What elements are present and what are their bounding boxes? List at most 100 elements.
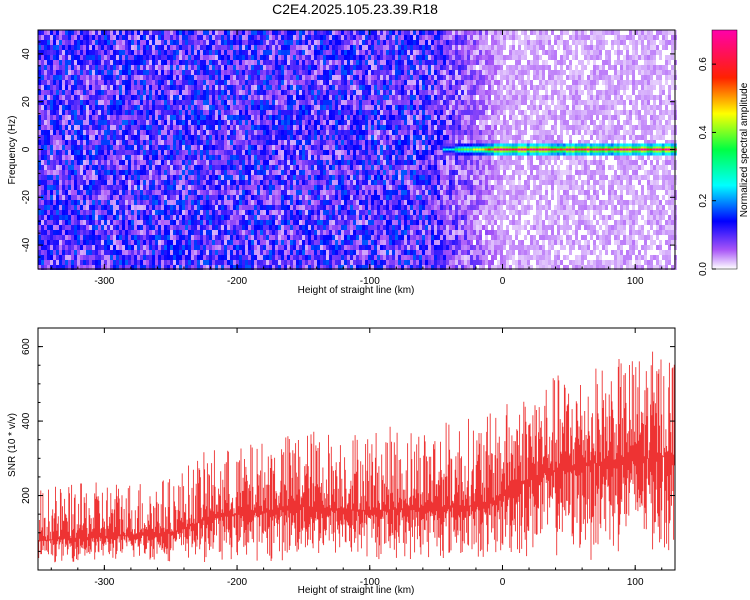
heatmap-cell — [323, 185, 326, 190]
heatmap-cell — [92, 245, 95, 250]
heatmap-cell — [239, 40, 242, 45]
heatmap-cell — [257, 95, 260, 100]
heatmap-cell — [332, 110, 335, 115]
heatmap-cell — [344, 205, 347, 210]
heatmap-cell — [260, 175, 263, 180]
heatmap-cell — [320, 220, 323, 225]
heatmap-cell — [53, 45, 56, 50]
heatmap-cell — [110, 200, 113, 205]
heatmap-cell — [200, 215, 203, 220]
heatmap-cell — [149, 90, 152, 95]
heatmap-cell — [182, 180, 185, 185]
heatmap-cell — [347, 175, 350, 180]
heatmap-cell — [275, 225, 278, 230]
heatmap-cell — [317, 110, 320, 115]
heatmap-cell — [161, 235, 164, 240]
heatmap-cell — [293, 85, 296, 90]
heatmap-cell — [278, 190, 281, 195]
heatmap-cell — [299, 175, 302, 180]
heatmap-cell — [92, 105, 95, 110]
heatmap-cell — [89, 145, 92, 150]
heatmap-cell — [296, 40, 299, 45]
heatmap-cell — [233, 205, 236, 210]
heatmap-cell — [329, 155, 332, 160]
heatmap-cell — [317, 155, 320, 160]
heatmap-cell — [116, 240, 119, 245]
heatmap-cell — [101, 165, 104, 170]
heatmap-cell — [254, 185, 257, 190]
heatmap-cell — [209, 115, 212, 120]
heatmap-cell — [137, 45, 140, 50]
heatmap-cell — [110, 150, 113, 155]
heatmap-cell — [65, 70, 68, 75]
heatmap-cell — [320, 180, 323, 185]
heatmap-cell — [305, 245, 308, 250]
heatmap-cell — [281, 70, 284, 75]
heatmap-cell — [272, 240, 275, 245]
heatmap-cell — [341, 200, 344, 205]
heatmap-cell — [332, 250, 335, 255]
heatmap-cell — [59, 250, 62, 255]
heatmap-cell — [125, 80, 128, 85]
heatmap-cell — [89, 115, 92, 120]
heatmap-cell — [257, 230, 260, 235]
heatmap-cell — [146, 110, 149, 115]
heatmap-cell — [68, 240, 71, 245]
heatmap-cell — [245, 55, 248, 60]
heatmap-cell — [182, 115, 185, 120]
heatmap-cell — [56, 265, 59, 270]
heatmap-cell — [287, 30, 290, 35]
heatmap-cell — [326, 165, 329, 170]
heatmap-cell — [335, 260, 338, 265]
heatmap-cell — [287, 215, 290, 220]
heatmap-cell — [185, 210, 188, 215]
heatmap-cell — [74, 215, 77, 220]
heatmap-cell — [311, 225, 314, 230]
heatmap-cell — [308, 60, 311, 65]
heatmap-cell — [236, 175, 239, 180]
heatmap-cell — [332, 75, 335, 80]
heatmap-cell — [314, 95, 317, 100]
heatmap-cell — [275, 70, 278, 75]
heatmap-cell — [176, 120, 179, 125]
heatmap-cell — [239, 230, 242, 235]
heatmap-cell — [275, 235, 278, 240]
heatmap-cell — [68, 250, 71, 255]
heatmap-cell — [347, 225, 350, 230]
heatmap-cell — [302, 220, 305, 225]
heatmap-cell — [161, 60, 164, 65]
heatmap-cell — [326, 75, 329, 80]
figure-title: C2E4.2025.105.23.39.R18 — [272, 1, 438, 17]
heatmap-cell — [344, 145, 347, 150]
heatmap-cell — [305, 100, 308, 105]
heatmap-cell — [155, 115, 158, 120]
heatmap-cell — [320, 255, 323, 260]
heatmap-cell — [233, 175, 236, 180]
heatmap-cell — [62, 35, 65, 40]
heatmap-cell — [218, 55, 221, 60]
heatmap-cell — [266, 210, 269, 215]
heatmap-cell — [158, 200, 161, 205]
heatmap-cell — [146, 255, 149, 260]
heatmap-cell — [323, 240, 326, 245]
heatmap-cell — [47, 185, 50, 190]
heatmap-cell — [341, 135, 344, 140]
heatmap-cell — [227, 150, 230, 155]
heatmap-cell — [248, 60, 251, 65]
heatmap-cell — [74, 60, 77, 65]
heatmap-cell — [254, 55, 257, 60]
heatmap-cell — [326, 205, 329, 210]
heatmap-cell — [113, 150, 116, 155]
heatmap-cell — [122, 265, 125, 270]
heatmap-cell — [335, 45, 338, 50]
heatmap-cell — [113, 120, 116, 125]
heatmap-cell — [95, 125, 98, 130]
heatmap-cell — [206, 215, 209, 220]
heatmap-cell — [248, 95, 251, 100]
heatmap-cell — [182, 50, 185, 55]
heatmap-cell — [239, 115, 242, 120]
heatmap-cell — [173, 130, 176, 135]
heatmap-cell — [59, 175, 62, 180]
heatmap-cell — [170, 125, 173, 130]
heatmap-cell — [134, 90, 137, 95]
